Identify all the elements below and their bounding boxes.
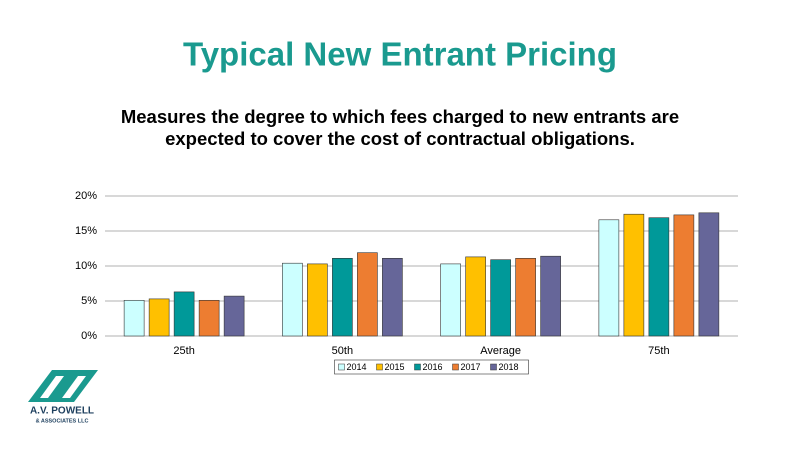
logo: A.V. POWELL & ASSOCIATES LLC	[28, 370, 98, 424]
bar	[198, 299, 220, 337]
legend-label: 2018	[499, 362, 519, 372]
chart-title: Typical New Entrant Pricing	[183, 36, 617, 73]
x-tick-label: 50th	[332, 345, 353, 357]
bar	[515, 257, 536, 337]
legend-label: 2014	[347, 362, 367, 372]
y-tick-label: 10%	[75, 260, 97, 272]
bar	[223, 295, 245, 337]
bar	[648, 217, 670, 337]
bar	[307, 263, 328, 337]
x-tick-label: 25th	[173, 345, 194, 357]
bar	[490, 259, 511, 337]
legend-swatch	[414, 363, 421, 371]
bar	[598, 219, 620, 337]
bar	[332, 257, 353, 337]
legend-swatch	[490, 363, 497, 371]
bar	[173, 291, 195, 337]
bar	[465, 256, 486, 337]
legend-label: 2016	[423, 362, 443, 372]
bar	[123, 299, 145, 337]
logo-sub: & ASSOCIATES LLC	[36, 418, 89, 424]
subtitle-line: Measures the degree to which fees charge…	[121, 106, 679, 127]
bar	[623, 213, 645, 337]
bar	[540, 255, 561, 337]
y-tick-label: 15%	[75, 225, 97, 237]
bar	[282, 262, 303, 337]
bar	[698, 212, 720, 337]
logo-name: A.V. POWELL	[30, 406, 94, 417]
bar	[382, 257, 403, 337]
x-tick-label: Average	[480, 345, 521, 357]
y-tick-label: 5%	[81, 295, 97, 307]
bar	[357, 252, 378, 337]
subtitle-line: expected to cover the cost of contractua…	[165, 128, 635, 149]
y-tick-label: 0%	[81, 330, 97, 342]
x-tick-label: 75th	[648, 345, 669, 357]
legend-swatch	[452, 363, 459, 371]
y-tick-label: 20%	[75, 190, 97, 202]
legend-label: 2015	[385, 362, 405, 372]
bar	[440, 263, 461, 337]
legend-swatch	[376, 363, 383, 371]
logo-shape	[40, 376, 64, 398]
legend-swatch	[338, 363, 345, 371]
bar	[673, 214, 695, 337]
legend-label: 2017	[461, 362, 481, 372]
logo-shape	[62, 376, 86, 398]
bar	[148, 298, 170, 337]
legend-box	[334, 359, 529, 375]
